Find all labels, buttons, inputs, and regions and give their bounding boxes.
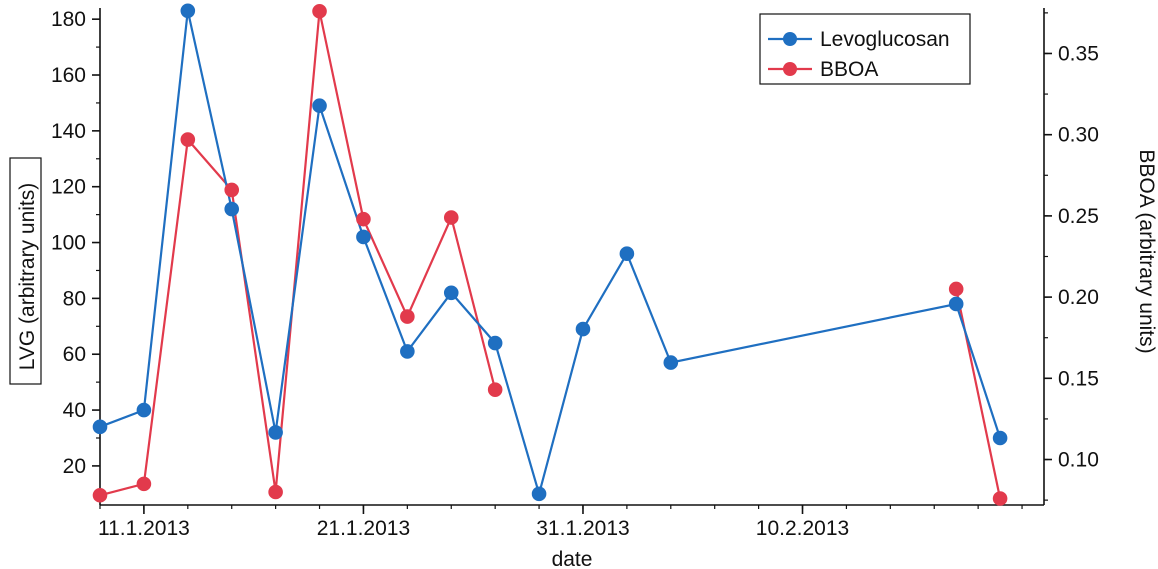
- left-axis-title-box: [9, 157, 42, 385]
- left-tick-label: 20: [63, 455, 86, 478]
- x-tick-label: 11.1.2013: [98, 517, 190, 540]
- left-tick-label: 40: [63, 399, 86, 422]
- bboa-line: [955, 288, 1002, 499]
- x-axis-title: date: [552, 548, 593, 569]
- levoglucosan-point: [575, 321, 591, 337]
- axes: 20 40 60 80 100 120 140 160 180 0.10 0.15 0.20 0.25 0…: [9, 8, 1158, 569]
- levoglucosan-point: [948, 296, 964, 312]
- levoglucosan-point: [663, 355, 679, 370]
- right-tick-label: 0.20: [1058, 286, 1099, 309]
- levoglucosan-point: [400, 344, 415, 359]
- bboa-point: [312, 3, 327, 19]
- bboa-point: [992, 491, 1008, 506]
- levoglucosan-point: [487, 335, 503, 351]
- right-tick-label: 0.25: [1058, 205, 1099, 228]
- left-axis-title: LVG (arbitrary units): [16, 183, 39, 371]
- bboa-point: [400, 309, 415, 324]
- right-tick-label: 0.30: [1058, 124, 1099, 147]
- left-tick-label: 100: [51, 232, 86, 255]
- legend-label: BBOA: [820, 58, 878, 81]
- levoglucosan-point: [443, 285, 459, 301]
- legend-swatch-marker: [783, 62, 797, 76]
- bboa-point: [180, 132, 196, 147]
- right-tick-label: 0.15: [1058, 367, 1099, 390]
- series-layer: [92, 3, 1008, 506]
- levoglucosan-point: [92, 419, 108, 435]
- levoglucosan-point: [312, 98, 327, 114]
- levoglucosan-point: [224, 201, 240, 217]
- right-tick-label: 0.35: [1058, 42, 1099, 65]
- levoglucosan-point: [268, 425, 283, 440]
- left-tick-label: 120: [51, 176, 86, 199]
- left-tick-label: 80: [63, 287, 86, 310]
- legend-swatch-marker: [783, 32, 797, 46]
- left-tick-label: 140: [51, 120, 86, 143]
- right-axis-title: BBOA (arbitrary units): [1135, 149, 1158, 353]
- right-tick-label: 0.10: [1058, 449, 1099, 472]
- levoglucosan-point: [180, 3, 196, 19]
- levoglucosan-line: [99, 10, 1002, 498]
- left-tick-label: 180: [51, 8, 86, 31]
- left-tick-label: 160: [51, 64, 86, 87]
- levoglucosan-point: [356, 229, 371, 245]
- bboa-point: [356, 211, 371, 227]
- bboa-point: [487, 382, 503, 397]
- bboa-point: [948, 281, 964, 297]
- bboa-point: [443, 210, 459, 225]
- bboa-point: [136, 476, 152, 492]
- levoglucosan-point: [992, 430, 1008, 446]
- bboa-point: [224, 182, 240, 198]
- x-tick-label: 21.1.2013: [317, 517, 410, 540]
- levoglucosan-point: [619, 246, 635, 262]
- x-tick-label: 31.1.2013: [536, 517, 629, 540]
- legend: Levoglucosan BBOA: [759, 13, 971, 85]
- bboa-point: [268, 484, 283, 500]
- levoglucosan-point: [531, 486, 547, 502]
- x-tick-label: 10.2.2013: [756, 517, 849, 540]
- levoglucosan-point: [136, 402, 152, 418]
- legend-label: Levoglucosan: [820, 28, 950, 51]
- left-tick-label: 60: [63, 343, 86, 366]
- bboa-point: [92, 487, 108, 503]
- bboa-line: [99, 10, 497, 497]
